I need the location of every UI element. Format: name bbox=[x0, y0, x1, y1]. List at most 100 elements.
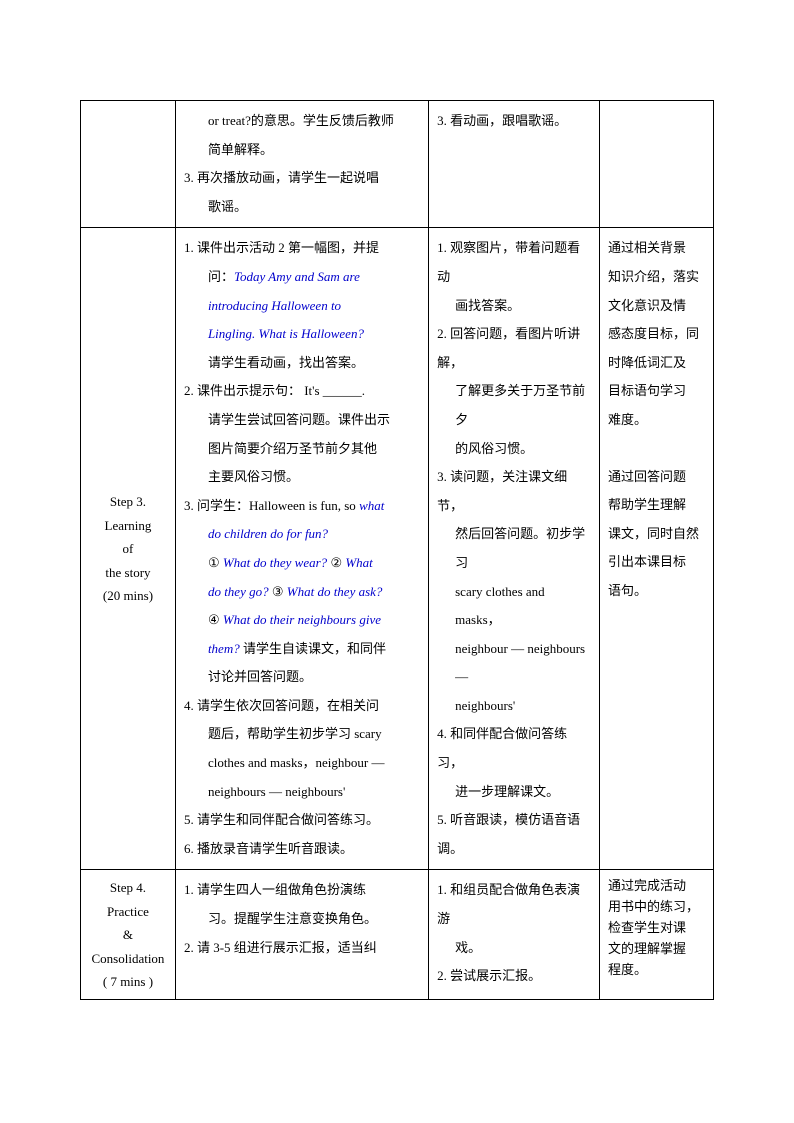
text-line: 程度。 bbox=[608, 960, 705, 981]
text-line: Step 3. bbox=[89, 490, 167, 513]
text-line: neighbours — neighbours' bbox=[184, 778, 420, 807]
teacher-activity-cell: 1. 请学生四人一组做角色扮演练 习。提醒学生注意变换角色。 2. 请 3-5 … bbox=[175, 870, 428, 1000]
text-line: Consolidation bbox=[89, 947, 167, 970]
text-line: 通过相关背景 bbox=[608, 234, 705, 263]
text-span: ③ bbox=[272, 584, 287, 599]
spacer bbox=[608, 435, 705, 463]
text-line: 2. 尝试展示汇报。 bbox=[437, 962, 591, 991]
text-line: 5. 请学生和同伴配合做问答练习。 bbox=[184, 806, 420, 835]
text-line: 2. 课件出示提示句： It's ______. bbox=[184, 377, 420, 406]
text-span: ② bbox=[330, 555, 345, 570]
text-line: & bbox=[89, 923, 167, 946]
text-span: ④ bbox=[208, 612, 223, 627]
text-line: 讨论并回答问题。 bbox=[184, 663, 420, 692]
text-line: 引出本课目标 bbox=[608, 548, 705, 577]
table-row: Step 4. Practice & Consolidation ( 7 min… bbox=[81, 870, 714, 1000]
purpose-cell: 通过相关背景 知识介绍，落实 文化意识及情 感态度目标，同 时降低词汇及 目标语… bbox=[600, 228, 714, 870]
text-line: neighbours' bbox=[437, 692, 591, 721]
text-span: 请学生自读课文，和同伴 bbox=[243, 641, 386, 656]
student-activity-cell: 3. 看动画，跟唱歌谣。 bbox=[429, 101, 600, 228]
text-line: Learning bbox=[89, 514, 167, 537]
text-span: 问： bbox=[208, 269, 234, 284]
text-line: 进一步理解课文。 bbox=[437, 778, 591, 807]
text-line: ④ What do their neighbours give bbox=[184, 606, 420, 635]
text-span: 3. 问学生：Halloween is fun, so bbox=[184, 498, 359, 513]
text-line: 感态度目标，同 bbox=[608, 320, 705, 349]
text-line: scary clothes and masks， bbox=[437, 578, 591, 635]
text-line: 习。提醒学生注意变换角色。 bbox=[184, 905, 420, 934]
text-line: Lingling. What is Halloween? bbox=[184, 320, 420, 349]
student-activity-cell: 1. 观察图片，带着问题看动 画找答案。 2. 回答问题，看图片听讲解， 了解更… bbox=[429, 228, 600, 870]
text-line: 图片简要介绍万圣节前夕其他 bbox=[184, 435, 420, 464]
student-activity-cell: 1. 和组员配合做角色表演游 戏。 2. 尝试展示汇报。 bbox=[429, 870, 600, 1000]
text-line: 用书中的练习， bbox=[608, 897, 705, 918]
text-line: Practice bbox=[89, 900, 167, 923]
text-line: 题后，帮助学生初步学习 scary bbox=[184, 720, 420, 749]
step-label: Step 3. Learning of the story (20 mins) bbox=[81, 228, 176, 870]
text-span: What bbox=[345, 555, 372, 570]
text-line: 帮助学生理解 bbox=[608, 491, 705, 520]
text-span: do they go? bbox=[208, 584, 272, 599]
text-line: 请学生尝试回答问题。课件出示 bbox=[184, 406, 420, 435]
text-line: 1. 和组员配合做角色表演游 bbox=[437, 876, 591, 933]
purpose-cell bbox=[600, 101, 714, 228]
text-span: What do they wear? bbox=[223, 555, 331, 570]
text-line: or treat?的意思。学生反馈后教师 bbox=[208, 107, 420, 136]
text-line: neighbour — neighbours — bbox=[437, 635, 591, 692]
text-line: the story bbox=[89, 561, 167, 584]
text-line: 时降低词汇及 bbox=[608, 349, 705, 378]
lesson-plan-table: or treat?的意思。学生反馈后教师 简单解释。 3. 再次播放动画，请学生… bbox=[80, 100, 714, 1000]
text-span: what bbox=[359, 498, 384, 513]
text-line: 语句。 bbox=[608, 577, 705, 606]
text-line: 目标语句学习 bbox=[608, 377, 705, 406]
table-row: Step 3. Learning of the story (20 mins) … bbox=[81, 228, 714, 870]
text-line: 4. 和同伴配合做问答练习， bbox=[437, 720, 591, 777]
step-cell-empty bbox=[81, 101, 176, 228]
text-line: 通过完成活动 bbox=[608, 876, 705, 897]
text-line: 6. 播放录音请学生听音跟读。 bbox=[184, 835, 420, 864]
text-line: 了解更多关于万圣节前夕 bbox=[437, 377, 591, 434]
text-span: Today Amy and Sam are bbox=[234, 269, 360, 284]
table-row: or treat?的意思。学生反馈后教师 简单解释。 3. 再次播放动画，请学生… bbox=[81, 101, 714, 228]
step-label: Step 4. Practice & Consolidation ( 7 min… bbox=[81, 870, 176, 1000]
purpose-cell: 通过完成活动 用书中的练习， 检查学生对课 文的理解掌握 程度。 bbox=[600, 870, 714, 1000]
text-line: them? 请学生自读课文，和同伴 bbox=[184, 635, 420, 664]
text-line: 3. 读问题，关注课文细节， bbox=[437, 463, 591, 520]
text-line: 文的理解掌握 bbox=[608, 939, 705, 960]
text-span: What do they ask? bbox=[287, 584, 383, 599]
text-line: 难度。 bbox=[608, 406, 705, 435]
text-line: 主要风俗习惯。 bbox=[184, 463, 420, 492]
text-line: 知识介绍，落实 bbox=[608, 263, 705, 292]
teacher-activity-cell: 1. 课件出示活动 2 第一幅图，并提 问：Today Amy and Sam … bbox=[175, 228, 428, 870]
text-line: 请学生看动画，找出答案。 bbox=[184, 349, 420, 378]
text-line: 1. 课件出示活动 2 第一幅图，并提 bbox=[184, 234, 420, 263]
text-line: 1. 观察图片，带着问题看动 bbox=[437, 234, 591, 291]
text-line: do children do for fun? bbox=[184, 520, 420, 549]
text-span: What do their neighbours give bbox=[223, 612, 381, 627]
text-line: 文化意识及情 bbox=[608, 292, 705, 321]
text-line: 然后回答问题。初步学习 bbox=[437, 520, 591, 577]
text-line: 3. 再次播放动画，请学生一起说唱 bbox=[184, 164, 420, 193]
text-line: 检查学生对课 bbox=[608, 918, 705, 939]
page-container: or treat?的意思。学生反馈后教师 简单解释。 3. 再次播放动画，请学生… bbox=[0, 0, 794, 1123]
text-line: 3. 看动画，跟唱歌谣。 bbox=[437, 107, 591, 136]
teacher-activity-cell: or treat?的意思。学生反馈后教师 简单解释。 3. 再次播放动画，请学生… bbox=[175, 101, 428, 228]
text-line: ① What do they wear? ② What bbox=[184, 549, 420, 578]
text-line: 2. 回答问题，看图片听讲解， bbox=[437, 320, 591, 377]
text-line: (20 mins) bbox=[89, 584, 167, 607]
text-line: 3. 问学生：Halloween is fun, so what bbox=[184, 492, 420, 521]
text-line: of bbox=[89, 537, 167, 560]
text-line: ( 7 mins ) bbox=[89, 970, 167, 993]
text-line: 课文，同时自然 bbox=[608, 520, 705, 549]
text-line: Step 4. bbox=[89, 876, 167, 899]
text-line: 戏。 bbox=[437, 934, 591, 963]
text-line: 简单解释。 bbox=[208, 136, 420, 165]
text-line: 4. 请学生依次回答问题，在相关问 bbox=[184, 692, 420, 721]
text-line: do they go? ③ What do they ask? bbox=[184, 578, 420, 607]
text-line: 画找答案。 bbox=[437, 292, 591, 321]
text-span: them? bbox=[208, 641, 243, 656]
text-line: 问：Today Amy and Sam are bbox=[184, 263, 420, 292]
text-line: clothes and masks，neighbour — bbox=[184, 749, 420, 778]
text-line: 通过回答问题 bbox=[608, 463, 705, 492]
text-span: ① bbox=[208, 555, 223, 570]
